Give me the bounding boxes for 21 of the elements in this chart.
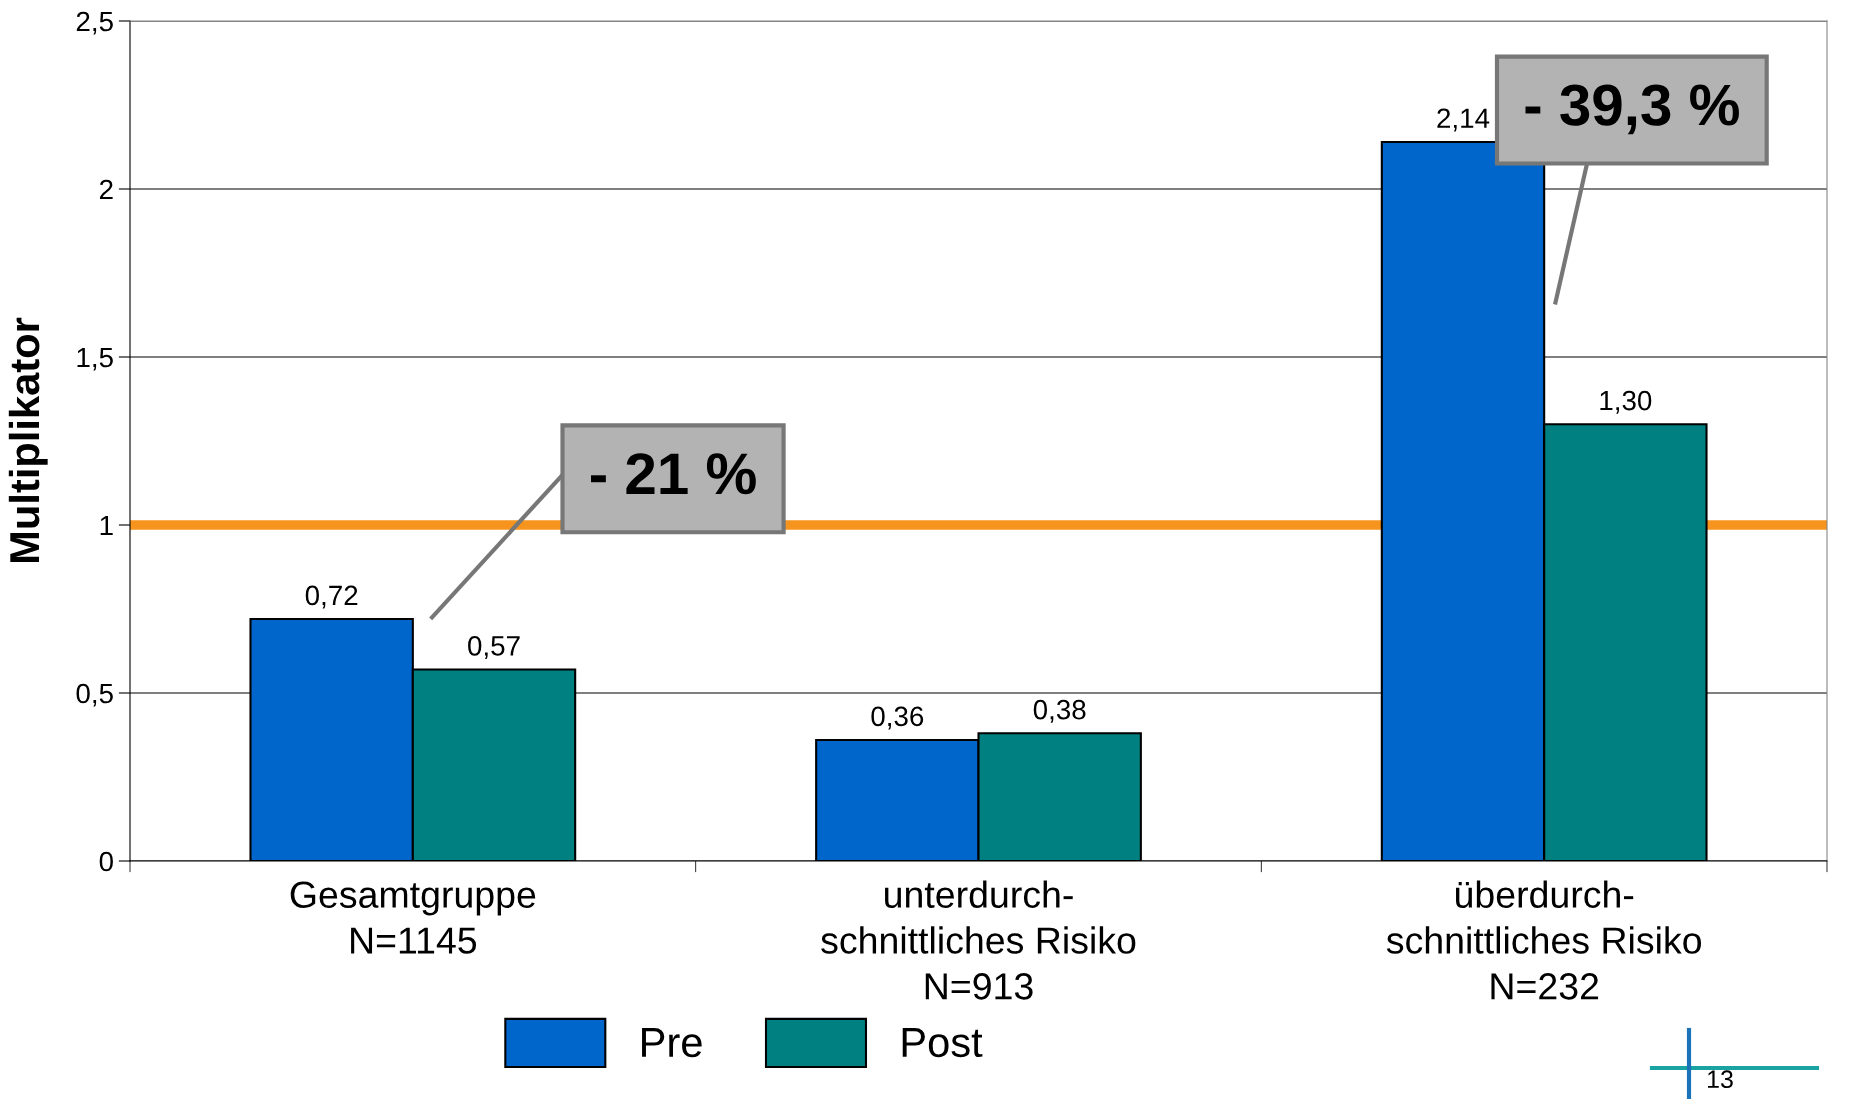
x-tick-label: überdurch- schnittliches Risiko N=232 — [1386, 880, 1701, 1000]
y-tick-label: 2 — [99, 179, 113, 200]
legend-label: Post — [902, 1028, 983, 1058]
y-tick-label: 1 — [100, 515, 113, 536]
y-tick-label: 0,5 — [76, 683, 113, 707]
y-axis-title: Multiplikator — [8, 317, 48, 563]
data-label: 1,30 — [1600, 390, 1652, 414]
x-tick-label: unterdurch- schnittliches Risiko N=913 — [821, 880, 1136, 1000]
legend-label: Pre — [642, 1028, 702, 1058]
text: 13 — [1708, 1070, 1733, 1089]
data-label: 0,36 — [871, 706, 924, 730]
annotation: - 21 % — [591, 453, 756, 495]
y-tick-label: 2,5 — [76, 11, 113, 35]
data-label: 0,72 — [305, 585, 358, 609]
x-tick-label: Gesamtgruppe N=1145 — [290, 881, 536, 954]
data-label: 0,38 — [1033, 699, 1086, 723]
annotation: - 39,3 % — [1525, 84, 1739, 135]
data-label: 2,14 — [1437, 108, 1490, 132]
y-tick-label: 1,5 — [77, 347, 113, 371]
data-label: 0,57 — [468, 635, 520, 659]
y-tick-label: 0 — [99, 851, 113, 872]
